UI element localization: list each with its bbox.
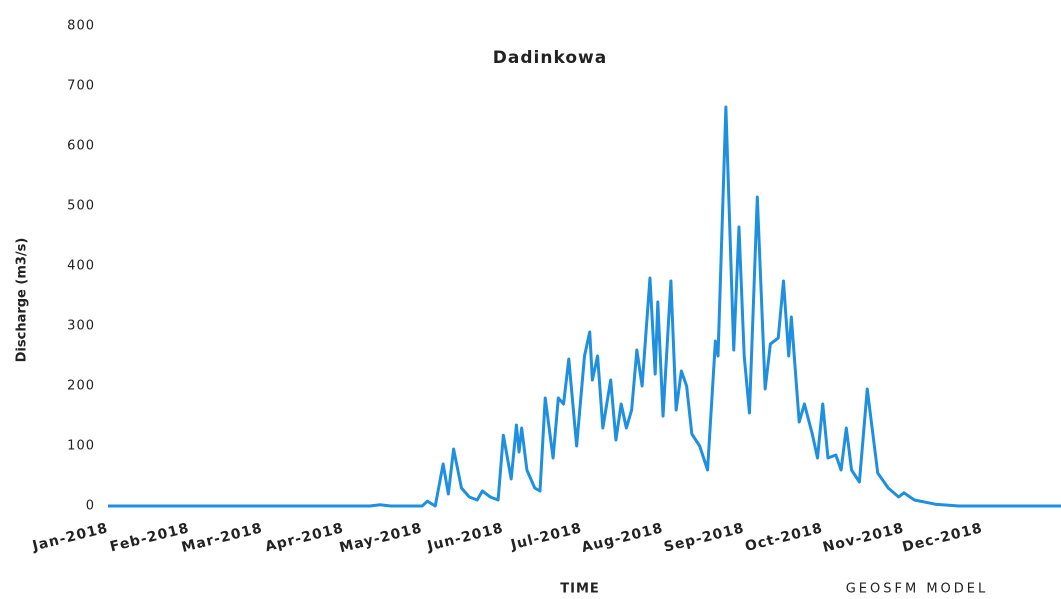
y-tick-label: 100 bbox=[67, 439, 95, 454]
y-tick-label: 300 bbox=[67, 319, 95, 334]
y-tick-label: 600 bbox=[67, 139, 95, 154]
x-tick-label: Dec-2018 bbox=[901, 520, 985, 555]
x-tick-label: May-2018 bbox=[338, 520, 424, 556]
x-tick-label: Jul-2018 bbox=[508, 520, 583, 553]
y-tick-label: 0 bbox=[86, 499, 95, 514]
annotation: GEOSFM MODEL bbox=[846, 582, 989, 597]
x-tick-label: Aug-2018 bbox=[580, 520, 665, 556]
x-tick-label: Sep-2018 bbox=[662, 520, 746, 555]
x-tick-label: Apr-2018 bbox=[264, 520, 346, 555]
x-axis-label: TIME bbox=[560, 582, 600, 597]
chart-title: Dadinkowa bbox=[493, 48, 607, 68]
y-tick-label: 500 bbox=[67, 199, 95, 214]
x-tick-label: Oct-2018 bbox=[744, 520, 825, 555]
x-tick-label: Feb-2018 bbox=[108, 520, 191, 555]
x-tick-label: Jun-2018 bbox=[425, 520, 505, 555]
x-tick-label: Nov-2018 bbox=[821, 520, 906, 556]
y-axis-label: Discharge (m3/s) bbox=[15, 238, 30, 363]
y-tick-label: 400 bbox=[67, 259, 95, 274]
x-tick-label: Mar-2018 bbox=[180, 520, 264, 556]
y-tick-label: 700 bbox=[67, 79, 95, 94]
data-line bbox=[108, 105, 1061, 508]
y-tick-label: 800 bbox=[67, 19, 95, 34]
y-tick-label: 200 bbox=[67, 379, 95, 394]
x-tick-label: Jan-2018 bbox=[30, 520, 110, 554]
